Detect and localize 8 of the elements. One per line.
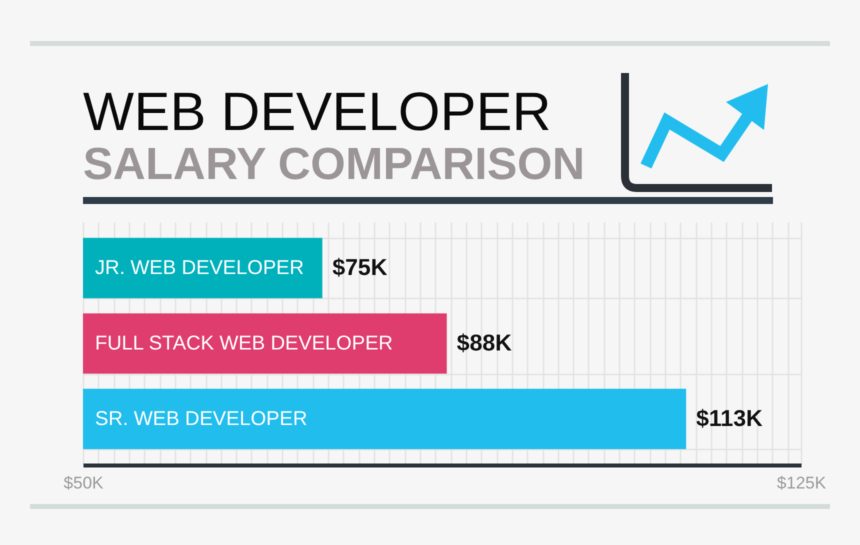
x-tick-label: $125K — [776, 474, 827, 492]
y-tick-label: SR. WEB DEVELOPER — [95, 408, 308, 430]
y-tick-label: FULL STACK WEB DEVELOPER — [95, 332, 393, 354]
data-label: $113K — [696, 404, 764, 431]
data-label: $88K — [456, 330, 512, 356]
data-label: $75K — [332, 254, 388, 280]
y-tick-label: JR. WEB DEVELOPER — [95, 257, 304, 280]
x-tick-label: $50K — [64, 474, 104, 492]
